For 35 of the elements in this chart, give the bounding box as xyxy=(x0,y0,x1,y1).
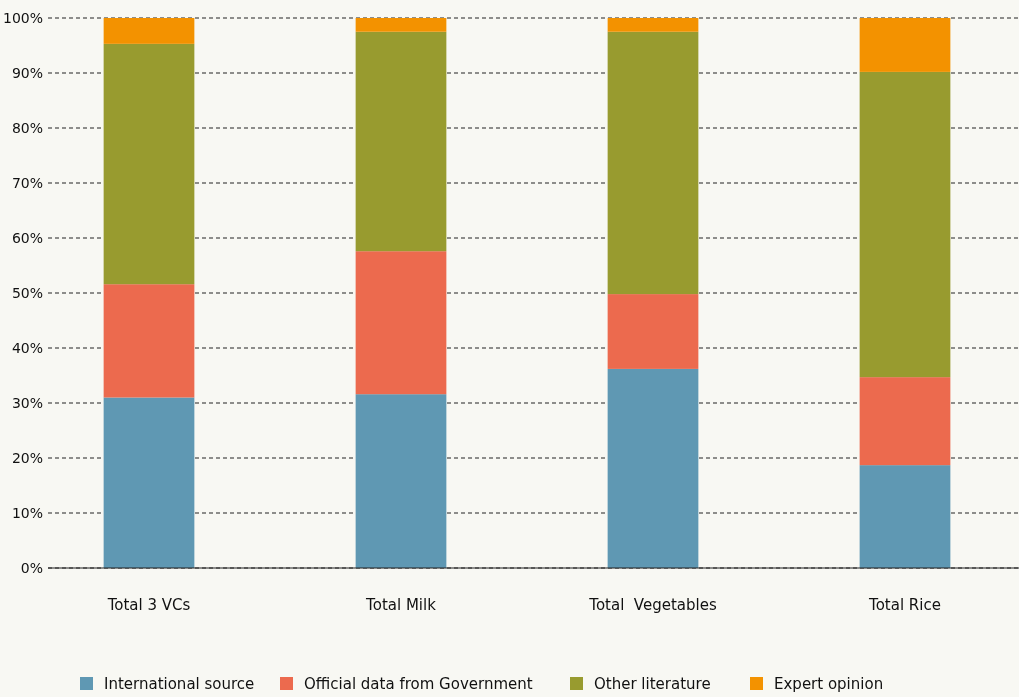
y-tick-label: 80% xyxy=(11,119,43,136)
bar xyxy=(607,368,699,568)
y-tick-label: 60% xyxy=(11,229,43,246)
bar xyxy=(607,18,699,32)
bar xyxy=(607,294,699,369)
bar xyxy=(103,284,195,398)
bar xyxy=(103,397,195,568)
y-tick-label: 50% xyxy=(11,284,43,301)
legend-label: Other literature xyxy=(594,675,711,694)
y-tick-label: 70% xyxy=(11,174,43,191)
legend-label: Official data from Government xyxy=(304,675,533,694)
bar xyxy=(859,377,951,466)
bar xyxy=(355,251,447,395)
bar xyxy=(355,31,447,252)
bar xyxy=(859,465,951,568)
bar xyxy=(103,18,195,44)
y-tick-label: 30% xyxy=(11,394,43,411)
y-tick-label: 100% xyxy=(2,9,43,26)
bar xyxy=(607,31,699,295)
bar xyxy=(103,43,195,285)
y-tick-label: 40% xyxy=(11,339,43,356)
x-tick-label: Total 3 VCs xyxy=(106,596,191,614)
y-tick-label: 20% xyxy=(11,449,43,466)
bar xyxy=(355,394,447,568)
y-tick-label: 90% xyxy=(11,64,43,81)
bar xyxy=(355,18,447,32)
y-tick-label: 10% xyxy=(11,504,43,521)
x-tick-label: Total Vegetables xyxy=(588,596,717,614)
x-tick-label: Total Rice xyxy=(868,596,941,614)
legend-label: Expert opinion xyxy=(774,675,884,694)
legend-label: International source xyxy=(104,675,255,694)
bar xyxy=(859,71,951,378)
y-tick-label: 0% xyxy=(20,559,43,576)
bar xyxy=(859,18,951,72)
x-tick-label: Total Milk xyxy=(365,596,437,614)
